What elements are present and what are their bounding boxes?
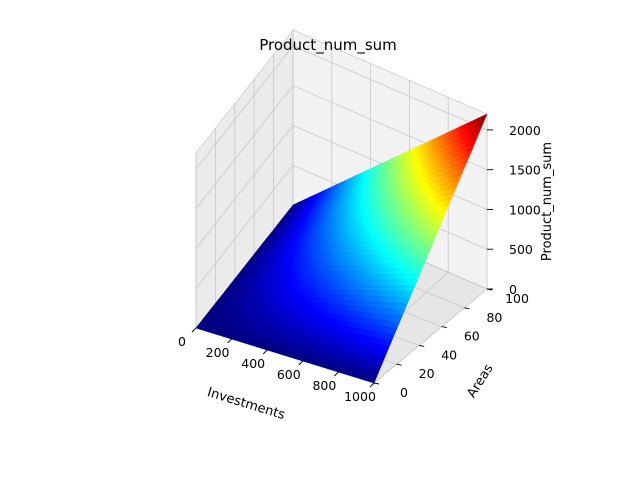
x-tick-label: 400 <box>241 356 265 371</box>
z-axis-label: Product_num_sum <box>540 142 555 261</box>
grid-line-x <box>373 288 488 384</box>
y-tick <box>419 344 425 347</box>
y-tick <box>464 307 470 310</box>
surface <box>195 113 488 384</box>
surface-facet <box>369 375 377 384</box>
y-tick-label: 40 <box>441 347 457 362</box>
x-tick <box>262 349 268 355</box>
y-tick <box>396 363 402 366</box>
y-tick-label: 100 <box>505 291 529 306</box>
z-tick-label: 500 <box>509 242 533 257</box>
z-tick-label: 1500 <box>509 163 541 178</box>
grid-line-z <box>195 164 294 289</box>
x-tick <box>334 371 339 377</box>
y-tick-label: 20 <box>419 366 435 381</box>
y-tick-label: 80 <box>486 310 502 325</box>
chart-title: Product_num_sum <box>259 36 397 55</box>
grid-line-z <box>195 85 294 209</box>
x-tick <box>369 382 375 388</box>
x-tick <box>191 327 197 333</box>
y-tick-label: 0 <box>400 385 408 400</box>
grid-line-z <box>292 45 488 131</box>
y-tick <box>441 326 447 329</box>
tick-marks <box>191 129 493 388</box>
grid-line-z <box>195 125 294 249</box>
x-tick-label: 1000 <box>344 389 376 404</box>
z-tick-label: 1000 <box>509 202 541 217</box>
z-tick-label: 0 <box>509 282 517 297</box>
y-tick-label: 60 <box>464 329 480 344</box>
x-axis-label: Investments <box>205 385 286 423</box>
x-tick-label: 200 <box>206 345 230 360</box>
grid-line-z <box>195 45 294 170</box>
y-tick <box>373 382 380 385</box>
z-tick-label: 2000 <box>509 123 541 138</box>
y-axis-label: Areas <box>464 361 496 400</box>
x-tick-label: 600 <box>277 367 301 382</box>
x-tick-label: 800 <box>312 378 336 393</box>
x-tick <box>298 360 304 366</box>
x-tick <box>227 338 232 344</box>
x-tick-label: 0 <box>178 334 186 349</box>
